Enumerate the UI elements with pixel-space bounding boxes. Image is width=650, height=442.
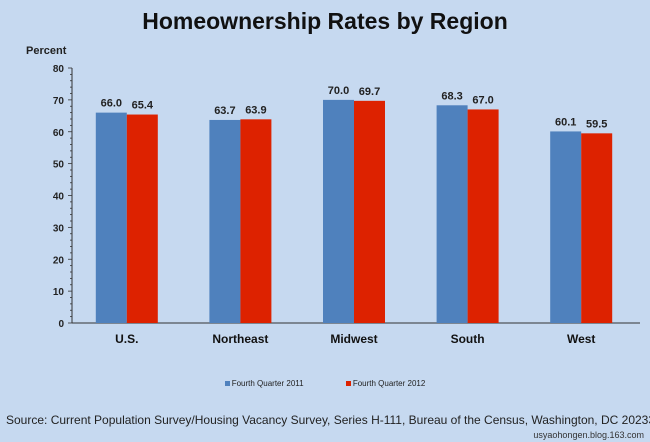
bar-northeast-2012 [240,119,272,323]
data-label: 67.0 [472,94,493,106]
legend-label: Fourth Quarter 2012 [352,379,426,388]
legend-item-2012: Fourth Quarter 2012 [345,379,426,388]
source-note: Source: Current Population Survey/Housin… [6,413,650,427]
x-tick-label: Northeast [212,332,268,346]
bar-south-2012 [467,109,499,323]
bar-us-2012 [126,114,158,323]
data-label: 66.0 [101,98,122,110]
bar-west-2012 [581,133,613,323]
bar-us-2011 [95,112,127,323]
data-label: 68.3 [441,90,462,102]
x-tick-label: South [451,332,485,346]
y-tick-label: 50 [53,160,65,171]
data-label: 60.1 [555,116,576,128]
data-label: 70.0 [328,85,349,97]
y-tick-label: 20 [53,255,65,266]
x-tick-label: Midwest [330,332,377,346]
y-tick-label: 40 [53,192,65,203]
bar-northeast-2011 [209,119,241,323]
legend-swatch [345,381,351,386]
y-tick-label: 30 [53,223,65,234]
legend: Fourth Quarter 2011 Fourth Quarter 2012 [0,379,650,388]
data-label: 63.7 [214,105,235,117]
y-tick-label: 10 [53,287,65,298]
y-tick-label: 60 [53,128,65,139]
bar-midwest-2011 [323,99,354,323]
legend-swatch [224,381,230,386]
x-tick-label: U.S. [115,332,138,346]
legend-item-2011: Fourth Quarter 2011 [224,379,304,388]
y-tick-label: 0 [58,319,64,330]
y-axis-label: Percent [26,45,67,57]
bar-south-2011 [436,105,468,323]
chart-title: Homeownership Rates by Region [142,8,508,34]
x-tick-label: West [567,332,595,346]
y-tick-label: 70 [53,96,65,107]
bar-west-2011 [550,131,582,323]
data-label: 69.7 [359,86,380,98]
data-label: 63.9 [245,104,266,116]
y-tick-label: 80 [53,64,65,75]
watermark: usyaohongen.blog.163.com [533,430,644,440]
bar-midwest-2012 [354,100,385,323]
data-label: 59.5 [586,118,607,130]
legend-label: Fourth Quarter 2011 [231,379,304,388]
data-label: 65.4 [132,100,154,112]
